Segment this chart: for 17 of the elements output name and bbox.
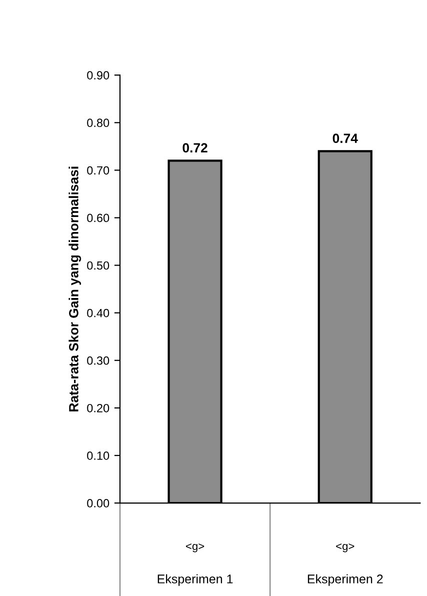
text: 0.70 — [87, 166, 110, 175]
text: 0.30 — [87, 356, 110, 365]
text: 0.60 — [87, 214, 110, 222]
text: Eksperimen 2 — [308, 574, 383, 586]
text: Eksperimen 1 — [158, 574, 233, 586]
text: 0.80 — [87, 118, 110, 128]
data-label: 0.72 — [182, 143, 208, 153]
text: 0.50 — [87, 261, 110, 270]
text: 0.20 — [87, 404, 110, 412]
x-tick-label: <g> — [336, 543, 354, 552]
text: 0.90 — [87, 71, 110, 80]
x-tick-label: <g> — [186, 543, 204, 552]
data-label: 0.74 — [332, 134, 358, 144]
text: 0.40 — [87, 308, 110, 318]
text: 0.10 — [87, 452, 110, 460]
y-axis-title: Rata-rata Skor Gain yang dinormalisasi — [68, 166, 82, 412]
text: 0.00 — [87, 499, 110, 508]
